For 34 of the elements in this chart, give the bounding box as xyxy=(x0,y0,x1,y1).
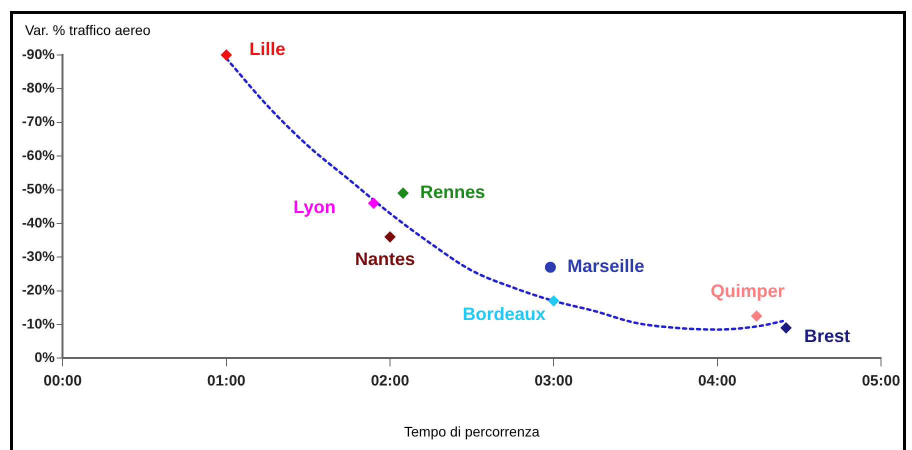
x-axis-title: Tempo di percorrenza xyxy=(404,423,540,440)
series-label: Lyon xyxy=(293,197,336,218)
y-tick-label: -30% xyxy=(22,248,56,264)
y-tick-label: -80% xyxy=(22,80,56,96)
series-label: Bordeaux xyxy=(462,304,546,324)
series-label: Nantes xyxy=(354,248,416,269)
point xyxy=(220,50,232,60)
x-tick-label: 03:00 xyxy=(534,372,573,390)
y-tick-label: -20% xyxy=(22,282,56,298)
x-tick-label: 02:00 xyxy=(370,372,410,390)
y-tick-label: -10% xyxy=(22,315,56,332)
point xyxy=(368,198,380,209)
series-label: Rennes xyxy=(420,182,486,202)
y-tick-label: -90% xyxy=(22,46,56,62)
series-label: Quimper xyxy=(710,281,785,302)
x-tick-label: 04:00 xyxy=(698,372,737,390)
point xyxy=(548,295,560,306)
y-tick-label: -50% xyxy=(22,180,56,197)
x-tick-label: 00:00 xyxy=(43,372,82,390)
x-tick-label: 01:00 xyxy=(207,372,246,390)
point xyxy=(398,188,409,199)
y-tick-label: 0% xyxy=(34,349,56,366)
y-axis-title: Var. % traffico aereo xyxy=(25,22,151,38)
point xyxy=(780,322,792,334)
y-tick-label: -60% xyxy=(22,146,56,163)
series-label: Lille xyxy=(249,38,286,59)
x-tick-label: 05:00 xyxy=(862,372,900,390)
point xyxy=(544,262,556,273)
series-label: Marseille xyxy=(567,256,644,276)
y-tick-label: -70% xyxy=(22,113,56,130)
point xyxy=(384,231,396,242)
series-label: Brest xyxy=(804,326,850,346)
y-tick-label: -40% xyxy=(22,214,56,230)
point xyxy=(751,310,762,322)
